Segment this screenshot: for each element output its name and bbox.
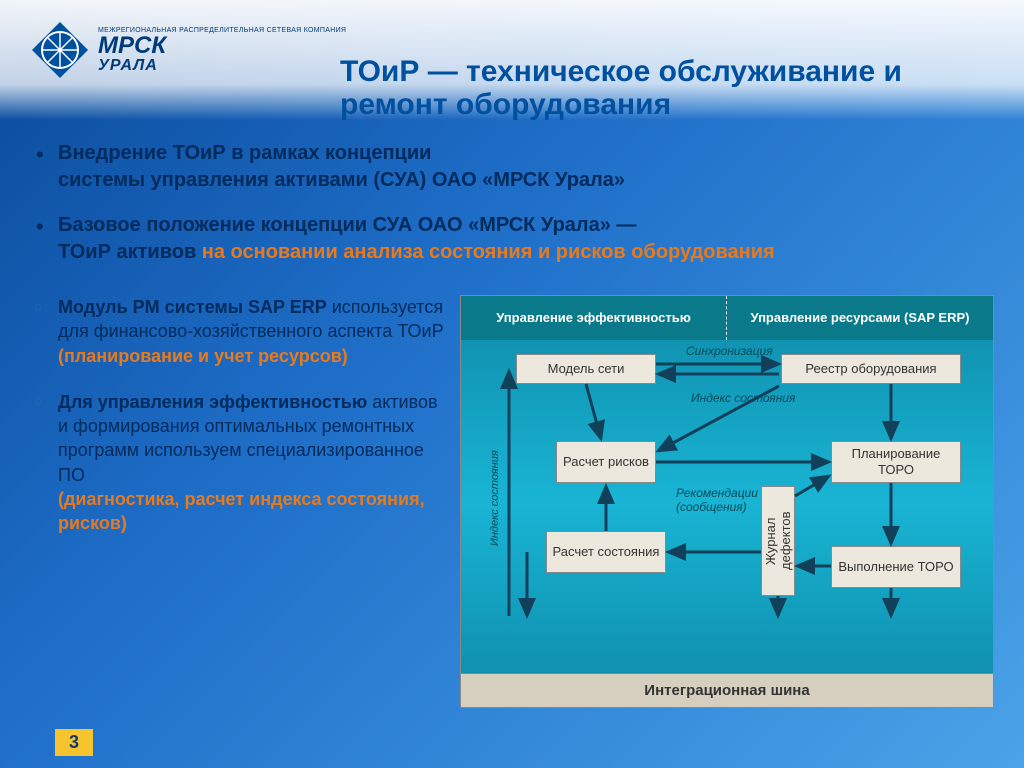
bullet-1: Внедрение ТОиР в рамках концепции систем… — [30, 140, 994, 194]
col-header-right: Управление ресурсами (SAP ERP) — [727, 296, 993, 340]
node-exec: Выполнение ТОРО — [831, 546, 961, 588]
sub-bullet-2: Для управления эффективностью активов и … — [30, 390, 450, 536]
bullet-2: Базовое положение концепции СУА ОАО «МРС… — [30, 212, 994, 266]
diagram: Управление эффективностью Управление рес… — [460, 295, 994, 708]
anno-sync: Синхронизация — [686, 344, 773, 358]
page-title: ТОиР — техническое обслуживание и ремонт… — [340, 55, 994, 121]
main-bullets: Внедрение ТОиР в рамках концепции систем… — [30, 140, 994, 284]
col-header-left: Управление эффективностью — [461, 296, 727, 340]
node-state: Расчет состояния — [546, 531, 666, 573]
sub-bullet-1: Модуль PM системы SAP ERP используется д… — [30, 295, 450, 368]
logo-big-text: МРСК — [98, 34, 346, 58]
node-registry: Реестр оборудования — [781, 354, 961, 384]
logo-icon — [30, 20, 90, 80]
logo: МЕЖРЕГИОНАЛЬНАЯ РАСПРЕДЕЛИТЕЛЬНАЯ СЕТЕВА… — [30, 20, 346, 80]
sub-bullets: Модуль PM системы SAP ERP используется д… — [30, 295, 450, 708]
node-model: Модель сети — [516, 354, 656, 384]
node-plan: Планирование ТОРО — [831, 441, 961, 483]
integration-bus: Интеграционная шина — [461, 673, 993, 707]
anno-rec: Рекомендации (сообщения) — [676, 486, 766, 514]
node-journal: Журнал дефектов — [761, 486, 795, 596]
page-number: 3 — [55, 729, 93, 756]
anno-index-vert: Индекс состояния — [489, 416, 501, 546]
logo-sub-text: УРАЛА — [98, 58, 346, 74]
node-risk: Расчет рисков — [556, 441, 656, 483]
anno-index: Индекс состояния — [691, 391, 795, 405]
